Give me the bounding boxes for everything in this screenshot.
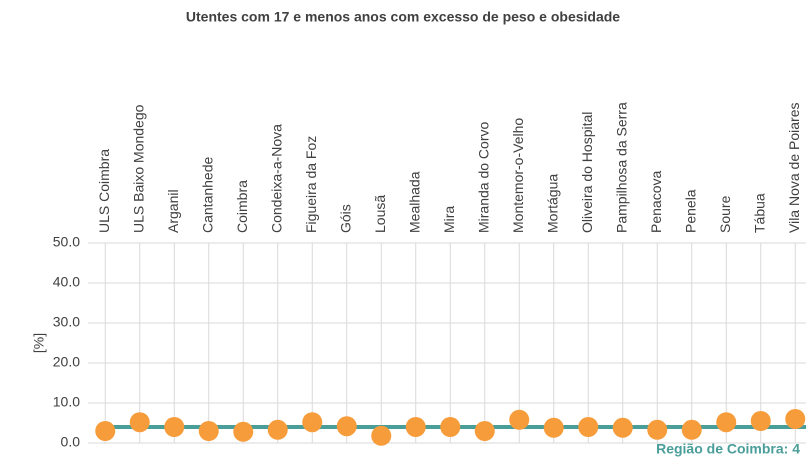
x-tick-label: Vila Nova de Poiares bbox=[786, 103, 802, 233]
dot bbox=[474, 421, 495, 441]
dot bbox=[681, 419, 702, 440]
y-tick-label: 0.0 bbox=[61, 434, 81, 450]
x-tick-label: Cantanhede bbox=[199, 156, 215, 233]
x-tick-label: Mira bbox=[441, 206, 457, 233]
x-tick-label: ULS Baixo Mondego bbox=[130, 104, 146, 233]
x-tick-label: Penacova bbox=[648, 171, 664, 233]
x-tick-label: Mortágua bbox=[544, 174, 560, 233]
x-tick-label: Oliveira do Hospital bbox=[579, 112, 595, 233]
x-tick-label: Coimbra bbox=[234, 180, 250, 233]
dot bbox=[647, 419, 668, 440]
reference-label: Região de Coimbra: 4 bbox=[656, 441, 800, 457]
dot bbox=[405, 417, 426, 437]
dot bbox=[164, 417, 185, 437]
y-tick-label: 50.0 bbox=[53, 234, 80, 250]
dot bbox=[95, 421, 116, 441]
x-tick-label: Mealhada bbox=[406, 171, 422, 233]
chart-title: Utentes com 17 e menos anos com excesso … bbox=[186, 9, 620, 25]
x-tick-label: Condeixa-a-Nova bbox=[268, 124, 284, 233]
x-tick-label: Penela bbox=[682, 189, 698, 233]
y-tick-label: 40.0 bbox=[53, 274, 80, 290]
x-tick-label: Tábua bbox=[751, 193, 767, 233]
dot bbox=[750, 411, 771, 431]
dot bbox=[336, 416, 357, 437]
dot bbox=[371, 425, 392, 446]
dot bbox=[785, 409, 806, 429]
x-tick-label: Soure bbox=[717, 195, 733, 233]
dot bbox=[612, 417, 633, 438]
x-tick-label: Arganil bbox=[165, 189, 181, 233]
dot bbox=[440, 417, 461, 437]
y-tick-label: 20.0 bbox=[53, 354, 80, 370]
y-tick-label: 30.0 bbox=[53, 314, 80, 330]
dot bbox=[267, 419, 288, 440]
dot bbox=[543, 417, 564, 438]
x-tick-label: Lousã bbox=[372, 195, 388, 233]
dot bbox=[233, 421, 254, 442]
dot bbox=[129, 412, 150, 433]
y-axis-label: [%] bbox=[31, 333, 47, 353]
dot bbox=[302, 412, 323, 433]
x-tick-label: Góis bbox=[337, 204, 353, 233]
x-tick-label: Montemor-o-Velho bbox=[510, 118, 526, 233]
dot bbox=[716, 412, 737, 433]
x-tick-label: ULS Coimbra bbox=[96, 149, 112, 233]
dot bbox=[578, 417, 599, 437]
x-tick-label: Pampilhosa da Serra bbox=[613, 102, 629, 233]
dot bbox=[198, 421, 219, 441]
x-tick-label: Miranda do Corvo bbox=[475, 122, 491, 233]
dot bbox=[509, 409, 530, 430]
x-tick-label: Figueira da Foz bbox=[303, 136, 319, 233]
y-tick-label: 10.0 bbox=[53, 394, 80, 410]
